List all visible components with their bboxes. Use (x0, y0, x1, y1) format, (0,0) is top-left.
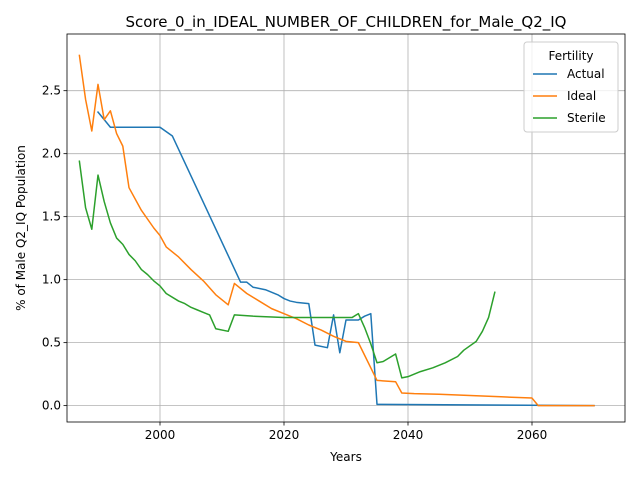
y-tick-label: 2.5 (42, 84, 61, 98)
series-line-sterile (79, 161, 494, 378)
legend: Fertility Actual Ideal Sterile (524, 42, 618, 132)
x-tick-label: 2040 (393, 428, 424, 442)
legend-title: Fertility (548, 49, 593, 63)
y-tick-label: 0.0 (42, 399, 61, 413)
x-tick-label: 2000 (145, 428, 176, 442)
legend-label-actual: Actual (567, 67, 605, 81)
series-line-actual (98, 112, 594, 406)
legend-label-ideal: Ideal (567, 89, 596, 103)
chart-title: Score_0_in_IDEAL_NUMBER_OF_CHILDREN_for_… (125, 13, 566, 32)
x-tick-label: 2020 (269, 428, 300, 442)
y-tick-label: 1.5 (42, 210, 61, 224)
series-line-ideal (79, 55, 594, 405)
legend-label-sterile: Sterile (567, 111, 606, 125)
y-tick-label: 1.0 (42, 273, 61, 287)
x-axis-label: Years (329, 450, 362, 464)
y-tick-label: 2.0 (42, 147, 61, 161)
x-tick-label: 2060 (517, 428, 548, 442)
y-tick-label: 0.5 (42, 336, 61, 350)
y-axis-label: % of Male Q2_IQ Population (14, 145, 28, 311)
series-lines (79, 55, 594, 405)
